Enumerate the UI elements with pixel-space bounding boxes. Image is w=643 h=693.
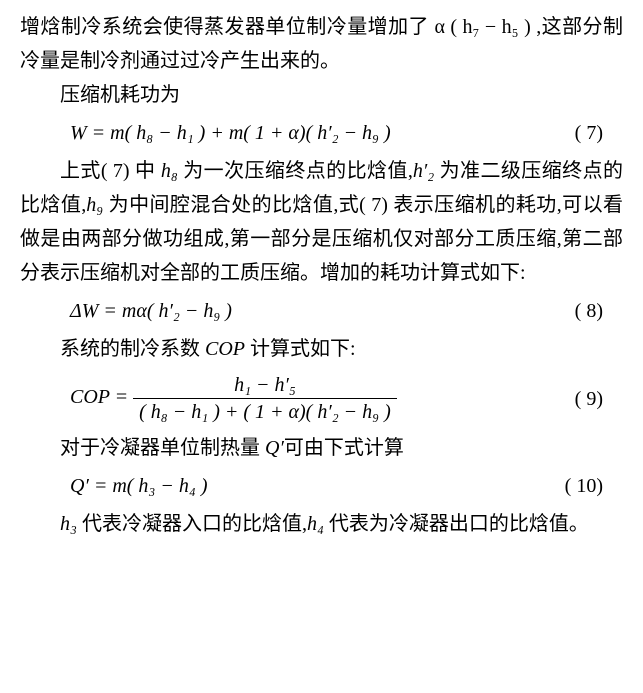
text: 对于冷凝器单位制热量 [60, 437, 265, 459]
paragraph-4: 系统的制冷系数 COP 计算式如下: [20, 332, 623, 366]
equation-8-number: ( 8) [575, 294, 603, 328]
equation-10: Q′ = m( h₃ − h₄ ) ( 10) [20, 469, 623, 503]
text: 上式( 7) 中 [60, 160, 161, 182]
equation-9-numerator: h₁ − h′₅ [133, 372, 397, 399]
paragraph-6: h₃ 代表冷凝器入口的比焓值,h₄ 代表为冷凝器出口的比焓值。 [20, 507, 623, 541]
equation-7-expr: W = m( h₈ − h₁ ) + m( 1 + α)( h′₂ − h₉ ) [70, 116, 391, 150]
equation-9: COP = h₁ − h′₅ ( h₈ − h₁ ) + ( 1 + α)( h… [20, 372, 623, 425]
text: 为一次压缩终点的比焓值, [178, 160, 413, 182]
equation-10-number: ( 10) [565, 469, 603, 503]
equation-9-fraction: h₁ − h′₅ ( h₈ − h₁ ) + ( 1 + α)( h′₂ − h… [133, 372, 397, 425]
paragraph-3: 上式( 7) 中 h₈ 为一次压缩终点的比焓值,h′₂ 为准二级压缩终点的比焓值… [20, 154, 623, 290]
text: 计算式如下: [245, 338, 356, 360]
equation-7-number: ( 7) [575, 116, 603, 150]
var-h9: h₉ [86, 194, 103, 216]
var-h8: h₈ [161, 160, 178, 182]
equation-9-number: ( 9) [575, 382, 603, 416]
equation-7: W = m( h₈ − h₁ ) + m( 1 + α)( h′₂ − h₉ )… [20, 116, 623, 150]
var-h2prime: h′₂ [413, 160, 434, 182]
text: 代表冷凝器入口的比焓值, [77, 513, 307, 535]
text: 代表为冷凝器出口的比焓值。 [324, 513, 589, 535]
equation-8: ΔW = mα( h′₂ − h₉ ) ( 8) [20, 294, 623, 328]
var-qprime: Q′ [265, 437, 284, 459]
paragraph-2: 压缩机耗功为 [20, 78, 623, 112]
text: 系统的制冷系数 [60, 338, 205, 360]
equation-8-expr: ΔW = mα( h′₂ − h₉ ) [70, 294, 232, 328]
paragraph-1: 增焓制冷系统会使得蒸发器单位制冷量增加了 α ( h₇ − h₅ ) ,这部分制… [20, 10, 623, 78]
var-cop: COP [205, 338, 245, 360]
var-h3: h₃ [60, 513, 77, 535]
paragraph-5: 对于冷凝器单位制热量 Q′可由下式计算 [20, 431, 623, 465]
text: 为中间腔混合处的比焓值,式( 7) 表示压缩机的耗功,可以看做是由两部分做功组成… [20, 194, 623, 284]
equation-9-denominator: ( h₈ − h₁ ) + ( 1 + α)( h′₂ − h₉ ) [133, 399, 397, 425]
equation-10-expr: Q′ = m( h₃ − h₄ ) [70, 469, 207, 503]
equation-9-expr: COP = h₁ − h′₅ ( h₈ − h₁ ) + ( 1 + α)( h… [70, 372, 397, 425]
equation-9-lhs: COP = [70, 386, 133, 408]
text: 可由下式计算 [284, 437, 404, 459]
var-h4: h₄ [307, 513, 324, 535]
